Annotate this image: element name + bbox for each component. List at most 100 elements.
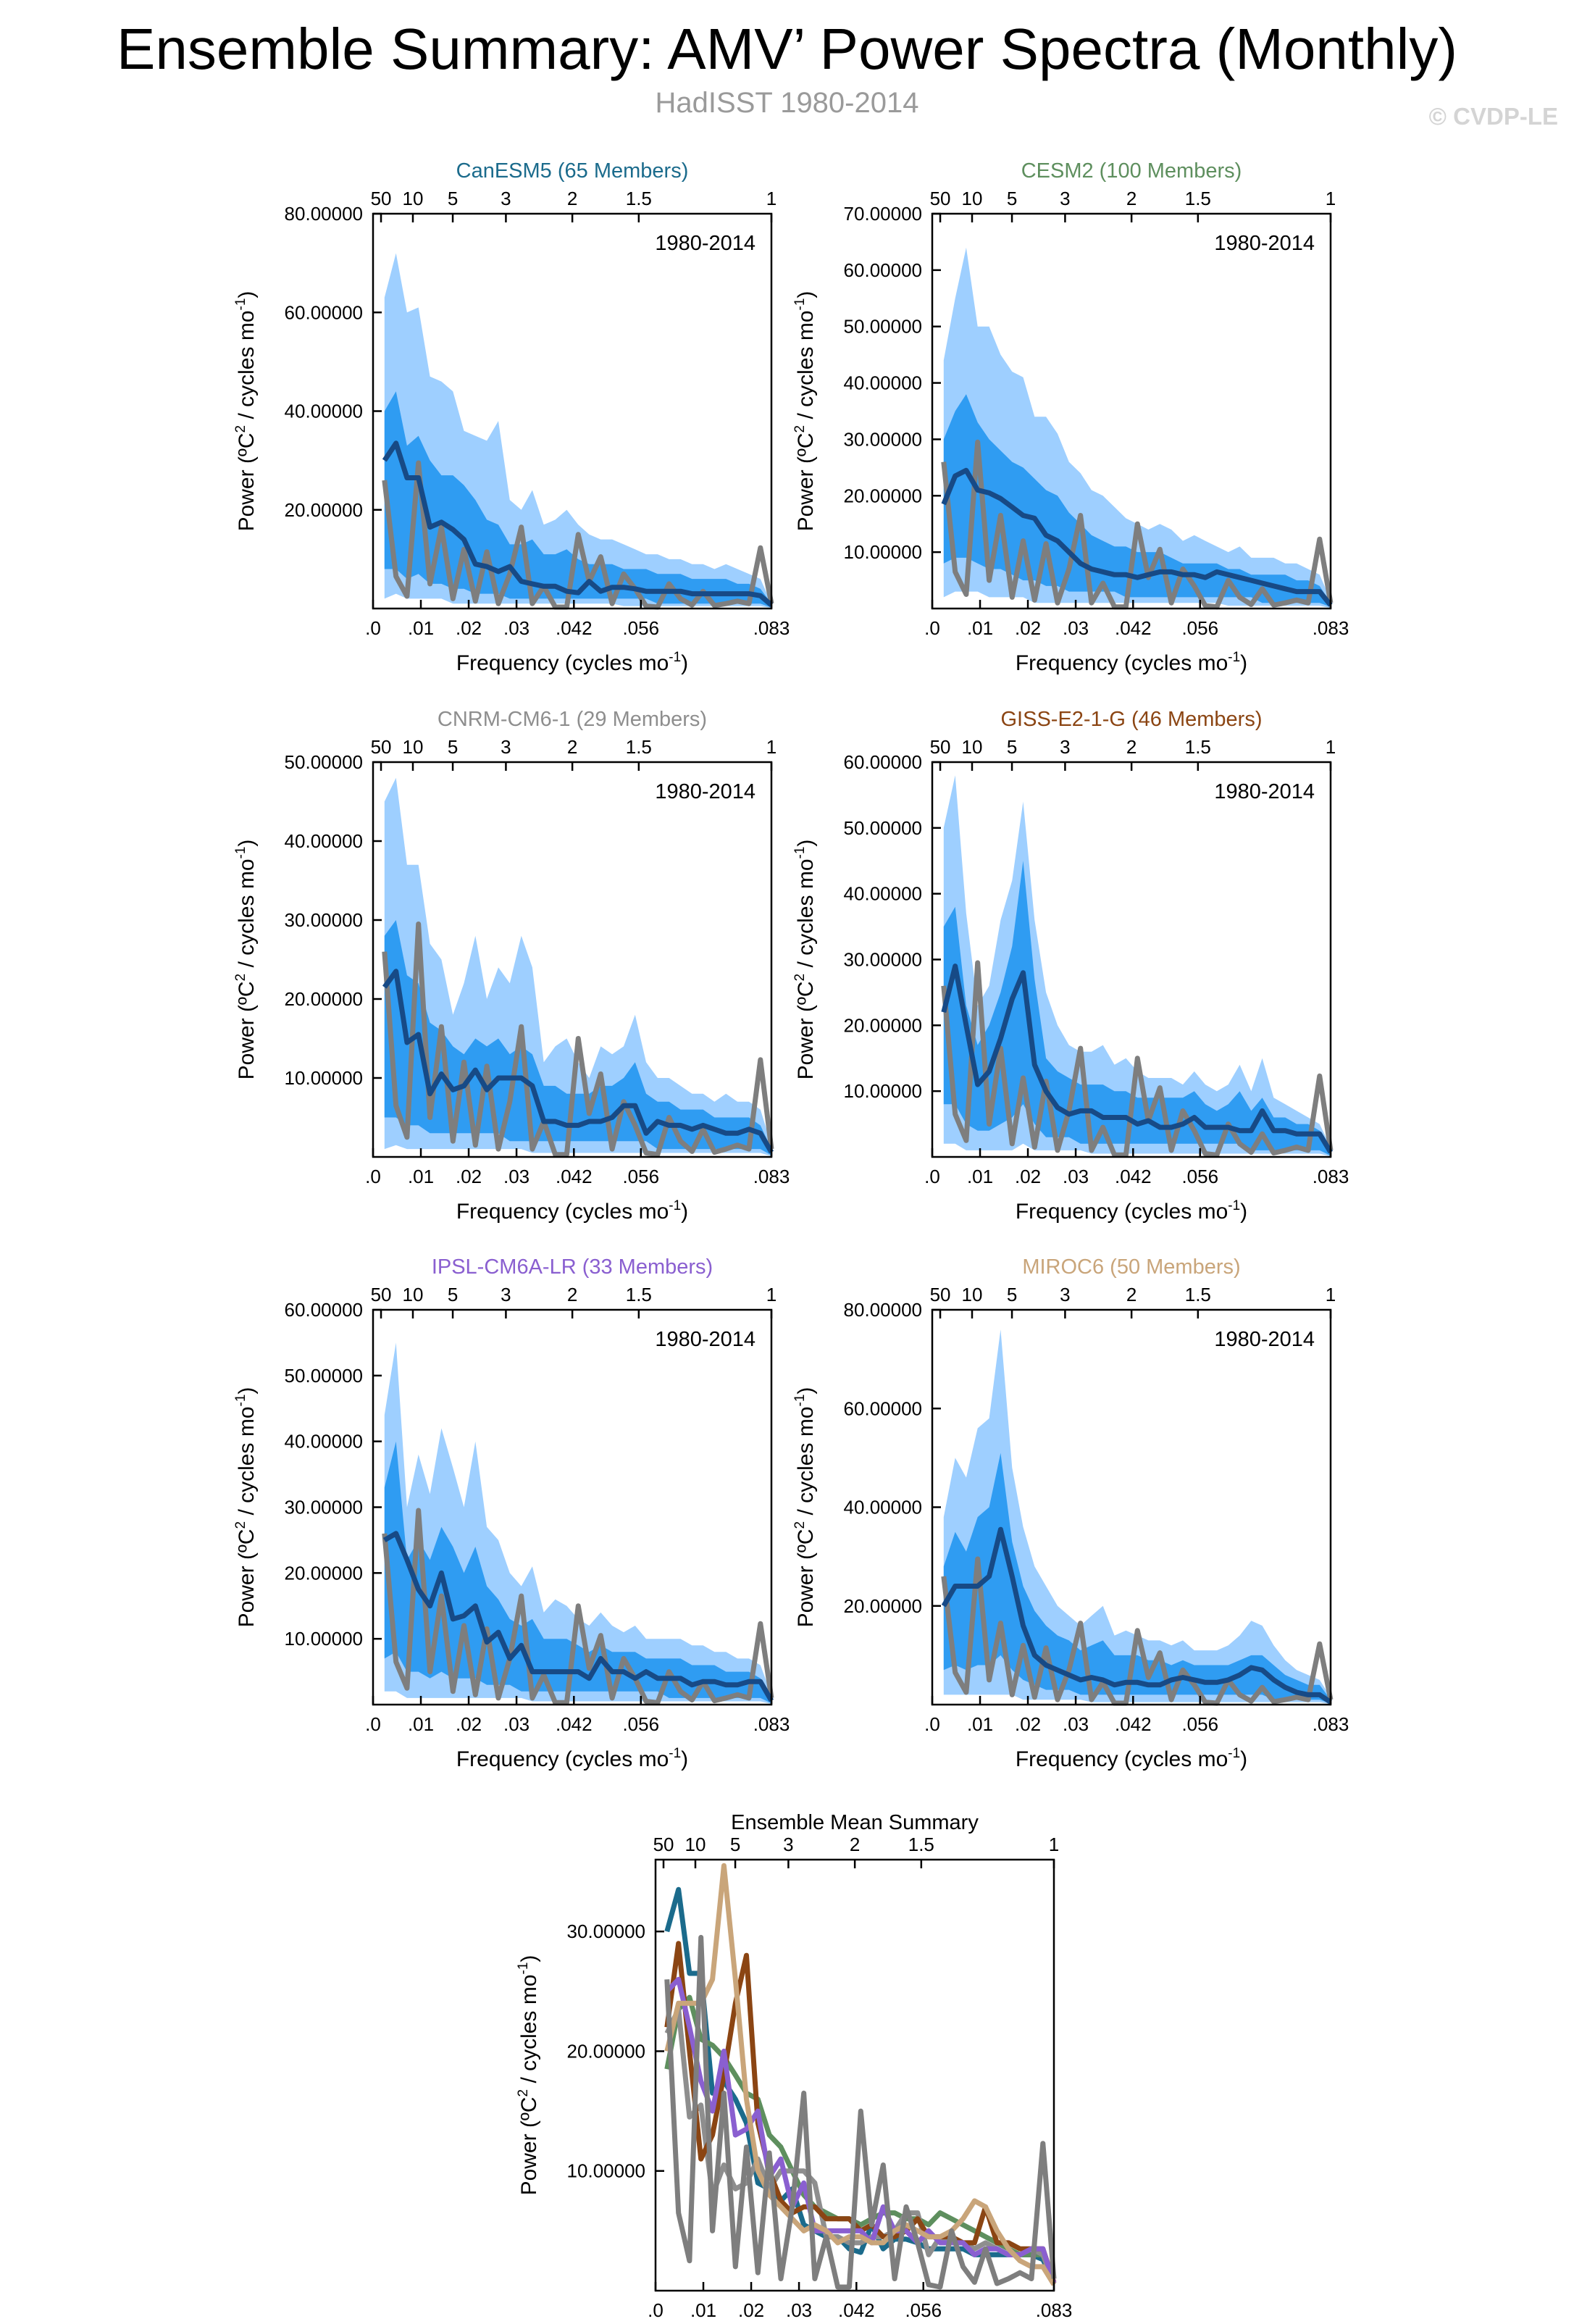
- y-tick-label: 20.00000: [285, 499, 363, 521]
- y-axis-label: Power (ºC2 / cycles mo-1): [792, 1387, 818, 1628]
- x-tick-label: .01: [408, 617, 434, 639]
- page-subtitle: HadISST 1980-2014: [655, 87, 919, 119]
- x-tick-label: .056: [1181, 1713, 1218, 1735]
- x-tick-label: .02: [1015, 617, 1041, 639]
- top-tick-label: 1: [1326, 736, 1336, 758]
- period-label: 1980-2014: [655, 1328, 755, 1351]
- y-tick-label: 40.00000: [285, 401, 363, 422]
- chart-panel-cesm2: .0 .01 .02 .03 .042 .056 .083 50 10 5 3 2 1.5 1 10.000…: [792, 159, 1349, 675]
- x-tick-label: .01: [408, 1713, 434, 1735]
- x-tick-label: .042: [556, 1713, 593, 1735]
- y-tick-label: 40.00000: [844, 883, 922, 905]
- chart-title: MIROC6 (50 Members): [1022, 1255, 1240, 1279]
- top-tick-label: 10: [403, 1284, 424, 1305]
- top-tick-label: 50: [371, 188, 392, 209]
- y-tick-label: 20.00000: [285, 1562, 363, 1584]
- top-tick-label: 50: [930, 188, 951, 209]
- top-tick-label: 1: [766, 188, 776, 209]
- ensemble-mean-line: [382, 440, 774, 607]
- top-tick-label: 5: [1007, 736, 1017, 758]
- top-tick-label: 2: [1126, 188, 1136, 209]
- y-tick-label: 20.00000: [844, 485, 922, 506]
- x-tick-label: .03: [1063, 1713, 1089, 1735]
- chart-panel-canesm5: .0 .01 .02 .03 .042 .056 .083 50 10 5 3 2 1.5 1 20.000…: [233, 159, 790, 675]
- top-tick-label: 5: [448, 736, 458, 758]
- y-tick-label: 40.00000: [844, 1497, 922, 1518]
- y-tick-label: 20.00000: [285, 988, 363, 1010]
- period-label: 1980-2014: [1214, 1328, 1315, 1351]
- y-tick-label: 60.00000: [844, 751, 922, 773]
- plot-area: [941, 1329, 1334, 1706]
- top-tick-label: 10: [962, 736, 983, 758]
- top-tick-label: 50: [653, 1834, 674, 1855]
- top-tick-label: 1: [1049, 1834, 1059, 1855]
- inner-spread-band: [943, 394, 1331, 607]
- ensemble-mean-line: [941, 467, 1333, 607]
- series-line-hadisst: [664, 1934, 1057, 2290]
- top-tick-label: 5: [1007, 1284, 1017, 1305]
- top-tick-label: 1: [1326, 1284, 1336, 1305]
- x-tick-label: .042: [556, 617, 593, 639]
- plot-area: [382, 253, 774, 610]
- top-tick-label: 1.5: [1185, 736, 1211, 758]
- series-line-miroc6: [664, 1863, 1056, 2286]
- top-tick-label: 3: [1060, 736, 1070, 758]
- x-tick-label: .01: [690, 2299, 716, 2321]
- y-axis-label: Power (ºC2 / cycles mo-1): [792, 840, 818, 1080]
- plot-area: [941, 247, 1334, 610]
- top-tick-label: 10: [685, 1834, 706, 1855]
- x-tick-label: .056: [622, 1166, 659, 1187]
- top-tick-label: 3: [501, 736, 511, 758]
- series-line-ipsl-cm6a-lr: [665, 1976, 1057, 2285]
- x-tick-label: .0: [924, 1166, 940, 1187]
- inner-spread-band: [384, 1441, 771, 1704]
- y-tick-label: 30.00000: [285, 909, 363, 931]
- top-tick-label: 1.5: [908, 1834, 934, 1855]
- x-tick-label: .0: [365, 617, 381, 639]
- chart-panel-ipsl: .0 .01 .02 .03 .042 .056 .083 50 10 5 3 2 1.5 1 10.000…: [233, 1255, 790, 1771]
- credit-watermark: © CVDP-LE: [1428, 103, 1558, 130]
- x-tick-label: .02: [738, 2299, 764, 2321]
- x-tick-label: .02: [456, 1166, 482, 1187]
- y-tick-label: 70.00000: [844, 203, 922, 225]
- top-tick-label: 2: [1126, 1284, 1136, 1305]
- y-tick-label: 20.00000: [567, 2040, 645, 2062]
- y-axis-label: Power (ºC2 / cycles mo-1): [233, 1387, 259, 1628]
- x-tick-label: .042: [1115, 1166, 1152, 1187]
- x-tick-label: .056: [622, 1713, 659, 1735]
- top-tick-label: 10: [403, 188, 424, 209]
- x-tick-label: .056: [1181, 1166, 1218, 1187]
- top-tick-label: 3: [1060, 1284, 1070, 1305]
- x-tick-label: .0: [365, 1166, 381, 1187]
- top-tick-label: 5: [1007, 188, 1017, 209]
- top-tick-label: 2: [567, 188, 577, 209]
- top-tick-label: 1: [1326, 188, 1336, 209]
- y-tick-label: 10.00000: [567, 2160, 645, 2182]
- top-tick-label: 1.5: [1185, 1284, 1211, 1305]
- y-tick-label: 30.00000: [844, 428, 922, 450]
- top-tick-label: 10: [403, 736, 424, 758]
- top-tick-label: 1.5: [626, 1284, 652, 1305]
- y-tick-label: 60.00000: [285, 301, 363, 323]
- x-tick-label: .042: [838, 2299, 875, 2321]
- x-tick-label: .083: [1313, 1713, 1349, 1735]
- x-tick-label: .056: [1181, 617, 1218, 639]
- x-tick-label: .01: [408, 1166, 434, 1187]
- top-tick-label: 1: [766, 736, 776, 758]
- x-axis-label: Frequency (cycles mo-1): [456, 1746, 688, 1771]
- x-tick-label: .083: [1313, 617, 1349, 639]
- top-tick-label: 5: [730, 1834, 740, 1855]
- top-tick-label: 1.5: [626, 736, 652, 758]
- chart-panel-giss: .0 .01 .02 .03 .042 .056 .083 50 10 5 3 2 1.5 1 10.000…: [792, 708, 1349, 1224]
- x-axis-label: Frequency (cycles mo-1): [1016, 650, 1247, 675]
- x-tick-label: .03: [503, 1713, 529, 1735]
- top-tick-label: 10: [962, 188, 983, 209]
- period-label: 1980-2014: [655, 232, 755, 255]
- outer-spread-band: [943, 1329, 1331, 1705]
- top-tick-label: 1.5: [626, 188, 652, 209]
- x-tick-label: .056: [905, 2299, 942, 2321]
- x-axis-label: Frequency (cycles mo-1): [456, 1198, 688, 1224]
- y-tick-label: 80.00000: [285, 203, 363, 225]
- y-axis-label: Power (ºC2 / cycles mo-1): [516, 1955, 541, 2196]
- top-tick-label: 3: [783, 1834, 793, 1855]
